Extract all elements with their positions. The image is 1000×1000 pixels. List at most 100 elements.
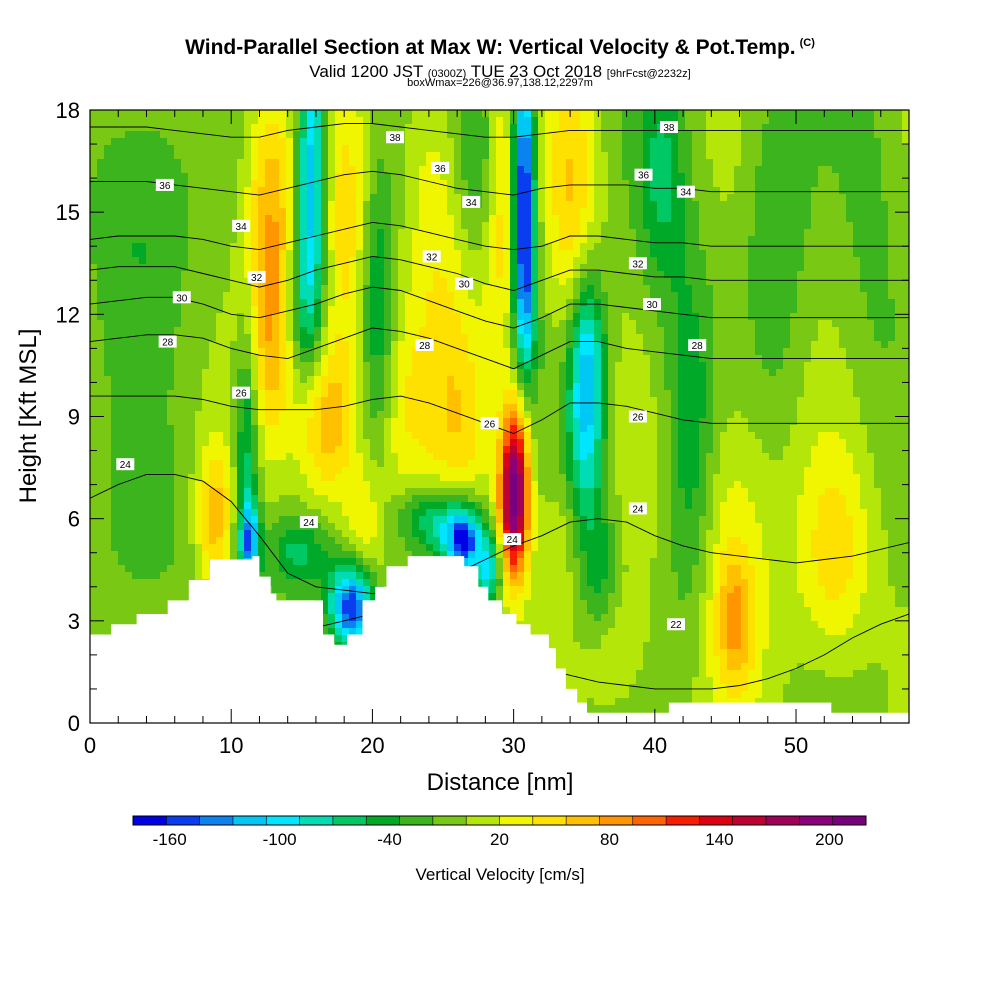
velocity-cell	[419, 264, 427, 272]
velocity-cell	[552, 159, 560, 167]
velocity-cell	[769, 222, 777, 230]
velocity-cell	[349, 194, 357, 202]
velocity-cell	[636, 138, 644, 146]
velocity-cell	[594, 264, 602, 272]
velocity-cell	[699, 257, 707, 265]
velocity-cell	[566, 369, 574, 377]
velocity-cell	[671, 257, 679, 265]
velocity-cell	[804, 313, 812, 321]
velocity-cell	[433, 397, 441, 405]
velocity-cell	[797, 390, 805, 398]
velocity-cell	[279, 320, 287, 328]
velocity-cell	[615, 229, 623, 237]
velocity-cell	[314, 278, 322, 286]
velocity-cell	[97, 292, 105, 300]
velocity-cell	[300, 292, 308, 300]
velocity-cell	[657, 355, 665, 363]
velocity-cell	[902, 117, 909, 125]
velocity-cell	[111, 320, 119, 328]
velocity-cell	[657, 250, 665, 258]
velocity-cell	[699, 390, 707, 398]
velocity-cell	[475, 404, 483, 412]
velocity-cell	[97, 215, 105, 223]
velocity-cell	[510, 271, 518, 279]
velocity-cell	[153, 215, 161, 223]
velocity-cell	[433, 229, 441, 237]
velocity-cell	[447, 369, 455, 377]
velocity-cell	[454, 222, 462, 230]
velocity-cell	[832, 173, 840, 181]
velocity-cell	[580, 187, 588, 195]
velocity-cell	[237, 194, 245, 202]
velocity-cell	[629, 152, 637, 160]
velocity-cell	[398, 229, 406, 237]
velocity-cell	[405, 348, 413, 356]
velocity-cell	[797, 166, 805, 174]
velocity-cell	[272, 376, 280, 384]
velocity-cell	[706, 243, 714, 251]
velocity-cell	[195, 229, 203, 237]
velocity-cell	[510, 194, 518, 202]
velocity-cell	[769, 166, 777, 174]
velocity-cell	[818, 341, 826, 349]
velocity-cell	[650, 208, 658, 216]
velocity-cell	[839, 145, 847, 153]
velocity-cell	[307, 264, 315, 272]
velocity-cell	[538, 390, 546, 398]
velocity-cell	[482, 348, 490, 356]
velocity-cell	[223, 383, 231, 391]
velocity-cell	[475, 250, 483, 258]
velocity-cell	[489, 236, 497, 244]
velocity-cell	[384, 264, 392, 272]
velocity-cell	[727, 320, 735, 328]
velocity-cell	[811, 187, 819, 195]
velocity-cell	[608, 152, 616, 160]
velocity-cell	[594, 194, 602, 202]
velocity-cell	[496, 208, 504, 216]
velocity-cell	[622, 229, 630, 237]
velocity-cell	[90, 201, 98, 209]
velocity-cell	[776, 362, 784, 370]
velocity-cell	[433, 362, 441, 370]
velocity-cell	[566, 320, 574, 328]
velocity-cell	[496, 201, 504, 209]
velocity-cell	[419, 117, 427, 125]
velocity-cell	[286, 180, 294, 188]
velocity-cell	[153, 194, 161, 202]
velocity-cell	[489, 187, 497, 195]
velocity-cell	[426, 173, 434, 181]
velocity-cell	[804, 208, 812, 216]
velocity-cell	[419, 355, 427, 363]
velocity-cell	[125, 187, 133, 195]
velocity-cell	[650, 236, 658, 244]
velocity-cell	[216, 180, 224, 188]
velocity-cell	[342, 341, 350, 349]
velocity-cell	[503, 201, 511, 209]
velocity-cell	[447, 341, 455, 349]
velocity-cell	[202, 264, 210, 272]
velocity-cell	[419, 404, 427, 412]
velocity-cell	[832, 383, 840, 391]
velocity-cell	[622, 313, 630, 321]
velocity-cell	[300, 250, 308, 258]
velocity-cell	[461, 404, 469, 412]
velocity-cell	[601, 201, 609, 209]
velocity-cell	[608, 180, 616, 188]
velocity-cell	[713, 397, 721, 405]
velocity-cell	[636, 320, 644, 328]
velocity-cell	[426, 117, 434, 125]
velocity-cell	[797, 145, 805, 153]
velocity-cell	[167, 201, 175, 209]
velocity-cell	[895, 341, 903, 349]
velocity-cell	[888, 341, 896, 349]
velocity-cell	[608, 110, 616, 118]
velocity-cell	[377, 124, 385, 132]
velocity-cell	[475, 152, 483, 160]
velocity-cell	[524, 299, 532, 307]
velocity-cell	[790, 166, 798, 174]
velocity-cell	[293, 166, 301, 174]
velocity-cell	[195, 194, 203, 202]
velocity-cell	[692, 369, 700, 377]
velocity-cell	[650, 334, 658, 342]
velocity-cell	[447, 117, 455, 125]
